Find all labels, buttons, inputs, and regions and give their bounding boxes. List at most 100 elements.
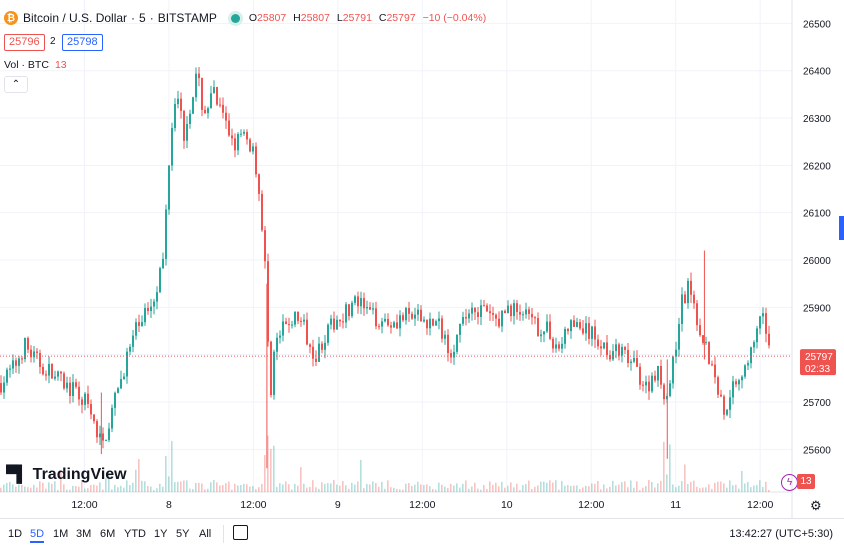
candle-body xyxy=(360,298,362,307)
volume-bar xyxy=(369,484,371,492)
candle-body xyxy=(189,113,191,125)
volume-bar xyxy=(144,481,146,492)
volume-bar xyxy=(147,486,149,492)
candle-body xyxy=(33,351,35,358)
volume-bar xyxy=(279,483,281,492)
candle-body xyxy=(267,261,269,342)
buy-price-button[interactable]: 25798 xyxy=(62,34,103,51)
volume-bar xyxy=(672,484,674,492)
volume-bar xyxy=(330,483,332,492)
candle-body xyxy=(417,309,419,315)
candle-body xyxy=(567,328,569,332)
candle-body xyxy=(258,174,260,194)
candle-body xyxy=(207,108,209,114)
alert-count-badge[interactable]: 13 xyxy=(797,474,815,489)
range-1d[interactable]: 1D xyxy=(8,528,23,540)
volume-bar xyxy=(696,486,698,492)
candle-body xyxy=(435,321,437,326)
candle-body xyxy=(522,314,524,316)
candle-body xyxy=(474,307,476,313)
close-value: 25797 xyxy=(386,12,416,24)
range-all[interactable]: All xyxy=(199,528,212,540)
volume-bar xyxy=(357,481,359,492)
symbol-exchange[interactable]: BITSTAMP xyxy=(157,11,217,25)
price-chart[interactable]: 2560025700258002590026000261002620026300… xyxy=(0,0,844,518)
candle-body xyxy=(381,321,383,327)
volume-bar xyxy=(30,487,32,492)
volume-bar xyxy=(297,485,299,492)
range-3m[interactable]: 3M xyxy=(76,528,92,540)
symbol-interval[interactable]: 5 xyxy=(139,11,146,25)
candle-body xyxy=(660,365,662,385)
settings-gear-icon[interactable]: ⚙ xyxy=(810,498,822,513)
volume-bar xyxy=(630,480,632,492)
volume-bar xyxy=(324,483,326,492)
volume-bar xyxy=(594,483,596,492)
range-1y[interactable]: 1Y xyxy=(154,528,168,540)
volume-bar xyxy=(753,485,755,492)
candle-body xyxy=(174,103,176,129)
volume-bar xyxy=(207,488,209,492)
y-tick-label: 26000 xyxy=(803,256,831,267)
candle-body xyxy=(69,382,71,396)
candle-body xyxy=(264,230,266,262)
volume-bar xyxy=(87,488,89,492)
volume-bar xyxy=(531,489,533,492)
volume-bar xyxy=(456,483,458,492)
range-5y[interactable]: 5Y xyxy=(176,528,190,540)
range-5d[interactable]: 5D xyxy=(30,528,45,543)
volume-bar xyxy=(195,482,197,492)
range-1m[interactable]: 1M xyxy=(53,528,69,540)
high-value: 25807 xyxy=(300,12,330,24)
candle-body xyxy=(6,369,8,383)
x-tick-label: 9 xyxy=(335,499,341,511)
candle-body xyxy=(624,347,626,350)
volume-bar xyxy=(606,488,608,492)
candle-body xyxy=(426,319,428,329)
candle-body xyxy=(333,318,335,330)
symbol-name[interactable]: Bitcoin / U.S. Dollar xyxy=(23,11,128,25)
candle-body xyxy=(306,319,308,345)
volume-bar xyxy=(6,482,8,492)
candle-body xyxy=(87,393,89,404)
candle-body xyxy=(573,320,575,327)
candle-body xyxy=(168,165,170,210)
calendar-icon[interactable] xyxy=(233,525,248,540)
range-6m[interactable]: 6M xyxy=(100,528,116,540)
volume-bar xyxy=(384,488,386,492)
volume-legend: Vol · BTC 13 xyxy=(4,59,67,71)
volume-bar xyxy=(447,487,449,492)
candle-body xyxy=(681,294,683,325)
candle-body xyxy=(246,131,248,140)
candle-body xyxy=(468,313,470,319)
candle-body xyxy=(351,302,353,317)
candle-body xyxy=(192,97,194,114)
low-label: L xyxy=(336,12,343,24)
volume-bar xyxy=(522,485,524,492)
volume-bar xyxy=(303,483,305,492)
volume-bar xyxy=(222,485,224,492)
candle-body xyxy=(510,305,512,317)
candle-body xyxy=(231,135,233,139)
candle-body xyxy=(612,351,614,360)
volume-bar xyxy=(15,486,17,492)
volume-bar xyxy=(273,445,275,492)
market-status-icon[interactable] xyxy=(230,13,240,23)
candle-body xyxy=(315,358,317,362)
candle-body xyxy=(99,433,101,438)
volume-bar xyxy=(633,487,635,492)
range-ytd[interactable]: YTD xyxy=(124,528,146,540)
side-panel-handle[interactable] xyxy=(839,216,844,240)
volume-bar xyxy=(213,480,215,492)
volume-bar xyxy=(396,488,398,492)
clock-timezone[interactable]: 13:42:27 (UTC+5:30) xyxy=(729,528,833,540)
collapse-legend-button[interactable]: ⌃ xyxy=(4,76,28,93)
candle-body xyxy=(198,73,200,79)
tradingview-logo: ▀▌ TradingView xyxy=(6,466,127,484)
volume-bar xyxy=(576,485,578,492)
lightning-icon[interactable]: ϟ xyxy=(781,474,798,491)
sell-price-button[interactable]: 25796 xyxy=(4,34,45,51)
candle-body xyxy=(690,280,692,295)
volume-bar xyxy=(474,482,476,492)
volume-bar xyxy=(153,489,155,492)
